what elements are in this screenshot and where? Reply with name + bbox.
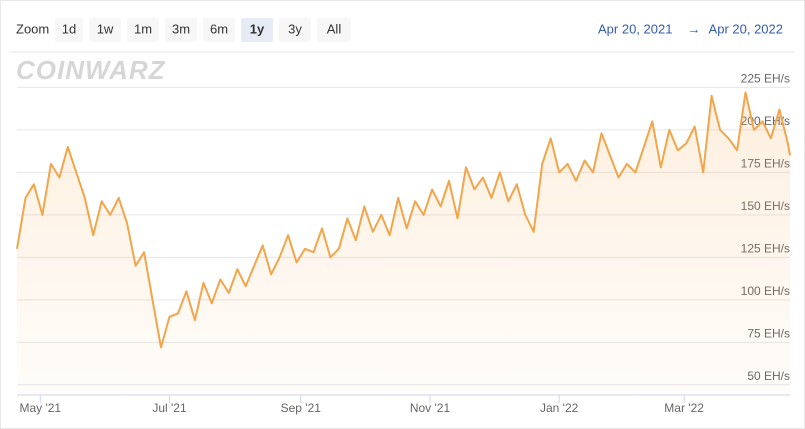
zoom-button[interactable]: 1d <box>55 18 83 42</box>
zoom-button-bg <box>165 18 197 42</box>
zoom-button[interactable]: 1m <box>127 18 159 42</box>
zoom-button-label[interactable]: 1w <box>97 21 114 36</box>
zoom-button-bg <box>241 18 273 42</box>
range-separator: → <box>688 21 701 36</box>
zoom-button[interactable]: All <box>317 18 351 42</box>
zoom-button-label[interactable]: All <box>327 21 342 36</box>
zoom-button[interactable]: 6m <box>203 18 235 42</box>
range-start: Apr 20, 2021 <box>598 21 672 36</box>
area-fill <box>17 92 790 395</box>
zoom-button-bg <box>317 18 351 42</box>
zoom-button-label[interactable]: 6m <box>210 21 228 36</box>
zoom-button[interactable]: 3y <box>279 18 311 42</box>
x-tick-label: Jul '21 <box>152 401 187 415</box>
range-end: Apr 20, 2022 <box>709 21 783 36</box>
zoom-label: Zoom <box>16 21 49 36</box>
zoom-button-label[interactable]: 1d <box>62 21 76 36</box>
zoom-button[interactable]: 1w <box>89 18 121 42</box>
zoom-button-bg <box>89 18 121 42</box>
x-tick-label: Jan '22 <box>540 401 579 415</box>
zoom-button-bg <box>279 18 311 42</box>
zoom-button-bg <box>203 18 235 42</box>
data-line <box>16 91 791 349</box>
zoom-button[interactable]: 1y <box>241 18 273 42</box>
zoom-button-label[interactable]: 1y <box>250 21 265 36</box>
zoom-button-bg <box>55 18 83 42</box>
watermark: COINWARZ <box>16 55 166 85</box>
x-tick-label: Mar '22 <box>664 401 704 415</box>
x-tick-label: May '21 <box>19 401 61 415</box>
y-tick-label: 225 EH/s <box>741 72 790 86</box>
zoom-button-label[interactable]: 1m <box>134 21 152 36</box>
x-tick-label: Sep '21 <box>281 401 322 415</box>
zoom-button-label[interactable]: 3m <box>172 21 190 36</box>
x-tick-label: Nov '21 <box>410 401 451 415</box>
zoom-button-bg <box>127 18 159 42</box>
zoom-button[interactable]: 3m <box>165 18 197 42</box>
zoom-button-label[interactable]: 3y <box>288 21 302 36</box>
